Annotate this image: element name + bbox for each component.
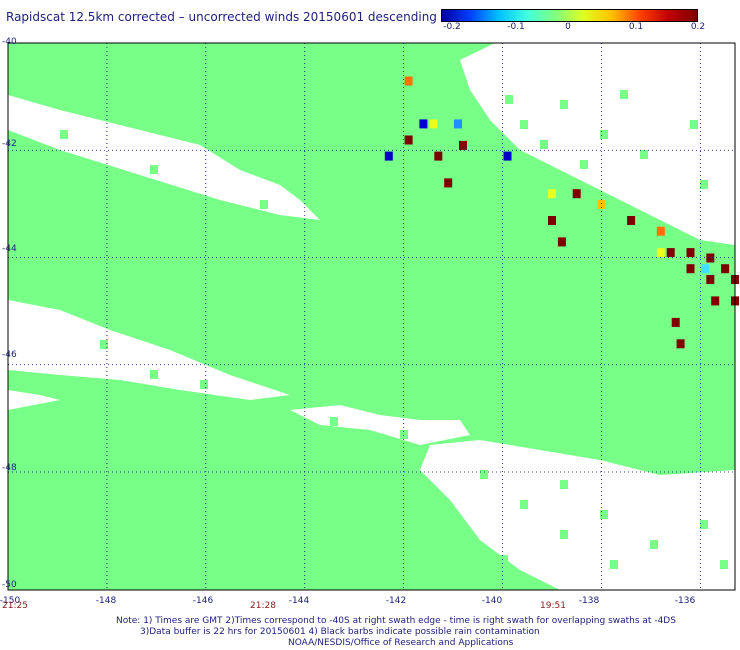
wind-difference-cell: [444, 178, 453, 188]
swath-cell: [610, 560, 618, 569]
wind-difference-cell: [676, 339, 685, 349]
lon-label: -136: [674, 596, 696, 606]
colorbar-tick-label: -0.2: [443, 22, 461, 32]
wind-difference-cell: [706, 275, 715, 284]
lon-label: -138: [578, 596, 600, 606]
chart-title: Rapidscat 12.5km corrected – uncorrected…: [6, 10, 437, 24]
swath-cell: [200, 380, 208, 389]
swath-cell: [720, 560, 728, 569]
wind-difference-cell: [706, 253, 715, 263]
lon-label: -148: [95, 596, 117, 606]
footnote-line: 3)Data buffer is 22 hrs for 20150601 4) …: [140, 627, 540, 637]
no-data-gap: [290, 405, 470, 445]
swath-coverage: [8, 43, 735, 590]
colorbar-tick-label: -0.1: [507, 22, 525, 32]
anomaly-cells: [384, 76, 739, 349]
colorbar-tick-label: 0: [565, 22, 571, 32]
swath-time-label: 21:25: [2, 601, 28, 611]
lat-label: -40: [2, 37, 17, 47]
no-data-gap: [460, 43, 735, 245]
lon-label: -150: [0, 596, 21, 606]
no-data-gap: [8, 95, 320, 220]
wind-difference-cell: [686, 264, 695, 274]
wind-difference-cell: [572, 189, 581, 199]
wind-difference-cell: [384, 151, 393, 161]
lon-label: -144: [288, 596, 310, 606]
swath-time-label: 21:28: [250, 601, 276, 611]
no-data-gap: [8, 390, 60, 410]
wind-difference-cell: [557, 237, 566, 247]
lat-label: -44: [2, 244, 17, 254]
lat-label: -50: [2, 580, 17, 590]
footnote-line: NOAA/NESDIS/Office of Research and Appli…: [288, 638, 514, 648]
wind-difference-cell: [459, 140, 467, 150]
swath-cell: [150, 165, 158, 174]
swath-cell: [400, 430, 408, 439]
swath-time-label: 19:51: [540, 601, 566, 611]
wind-difference-cell: [404, 76, 413, 86]
no-data-gap: [8, 300, 290, 400]
swath-cell: [560, 480, 568, 489]
wind-difference-cell: [627, 216, 636, 225]
lon-label: -140: [481, 596, 503, 606]
lon-label: -146: [192, 596, 214, 606]
swath-cell: [505, 95, 513, 104]
swath-cell: [260, 200, 268, 209]
wind-difference-cell: [671, 317, 680, 327]
swath-cell: [640, 150, 648, 159]
swath-cell: [330, 417, 338, 426]
colorbar: [441, 9, 698, 22]
wind-difference-cell: [419, 119, 428, 129]
swath-cell: [620, 90, 628, 99]
swath-cell: [560, 100, 568, 109]
wind-difference-cell: [656, 226, 665, 236]
swath-cell: [700, 520, 708, 529]
swath-cell: [560, 530, 568, 539]
wind-difference-cell: [721, 264, 730, 274]
wind-difference-cell: [429, 119, 438, 129]
colorbar-tick-label: 0.2: [690, 22, 706, 32]
swath-cell: [520, 120, 528, 129]
swath-cell: [500, 555, 508, 564]
swath-cell: [100, 340, 108, 349]
swath-cell: [700, 180, 708, 189]
footnote-line: Note: 1) Times are GMT 2)Times correspon…: [116, 616, 676, 626]
swath-cell: [520, 500, 528, 509]
swath-cell: [480, 470, 488, 479]
swath-cell: [690, 120, 698, 129]
swath-cell: [580, 160, 588, 169]
wind-difference-cell: [454, 119, 462, 129]
wind-difference-cell: [701, 264, 710, 274]
wind-difference-cell: [548, 216, 556, 225]
lon-label: -142: [385, 596, 407, 606]
lat-label: -48: [2, 463, 17, 473]
wind-difference-cell: [597, 199, 606, 209]
colorbar-tick-label: 0.1: [628, 22, 644, 32]
swath-cell: [60, 130, 68, 139]
wind-difference-cell: [404, 135, 413, 145]
wind-difference-cell: [434, 151, 443, 161]
wind-difference-cell: [686, 248, 695, 258]
wind-difference-cell: [548, 189, 556, 199]
map-frame: [7, 42, 736, 591]
wind-difference-cell: [666, 248, 675, 258]
no-data-gap: [420, 440, 735, 590]
lat-label: -46: [2, 350, 17, 360]
swath-cell: [600, 130, 608, 139]
swath-cell: [650, 540, 658, 549]
wind-difference-cell: [711, 296, 720, 306]
wind-difference-cell: [503, 151, 512, 161]
swath-cell: [150, 370, 158, 379]
swath-cell: [600, 510, 608, 519]
swath-cell: [540, 140, 548, 149]
wind-difference-cell: [656, 248, 665, 258]
lat-label: -42: [2, 139, 17, 149]
